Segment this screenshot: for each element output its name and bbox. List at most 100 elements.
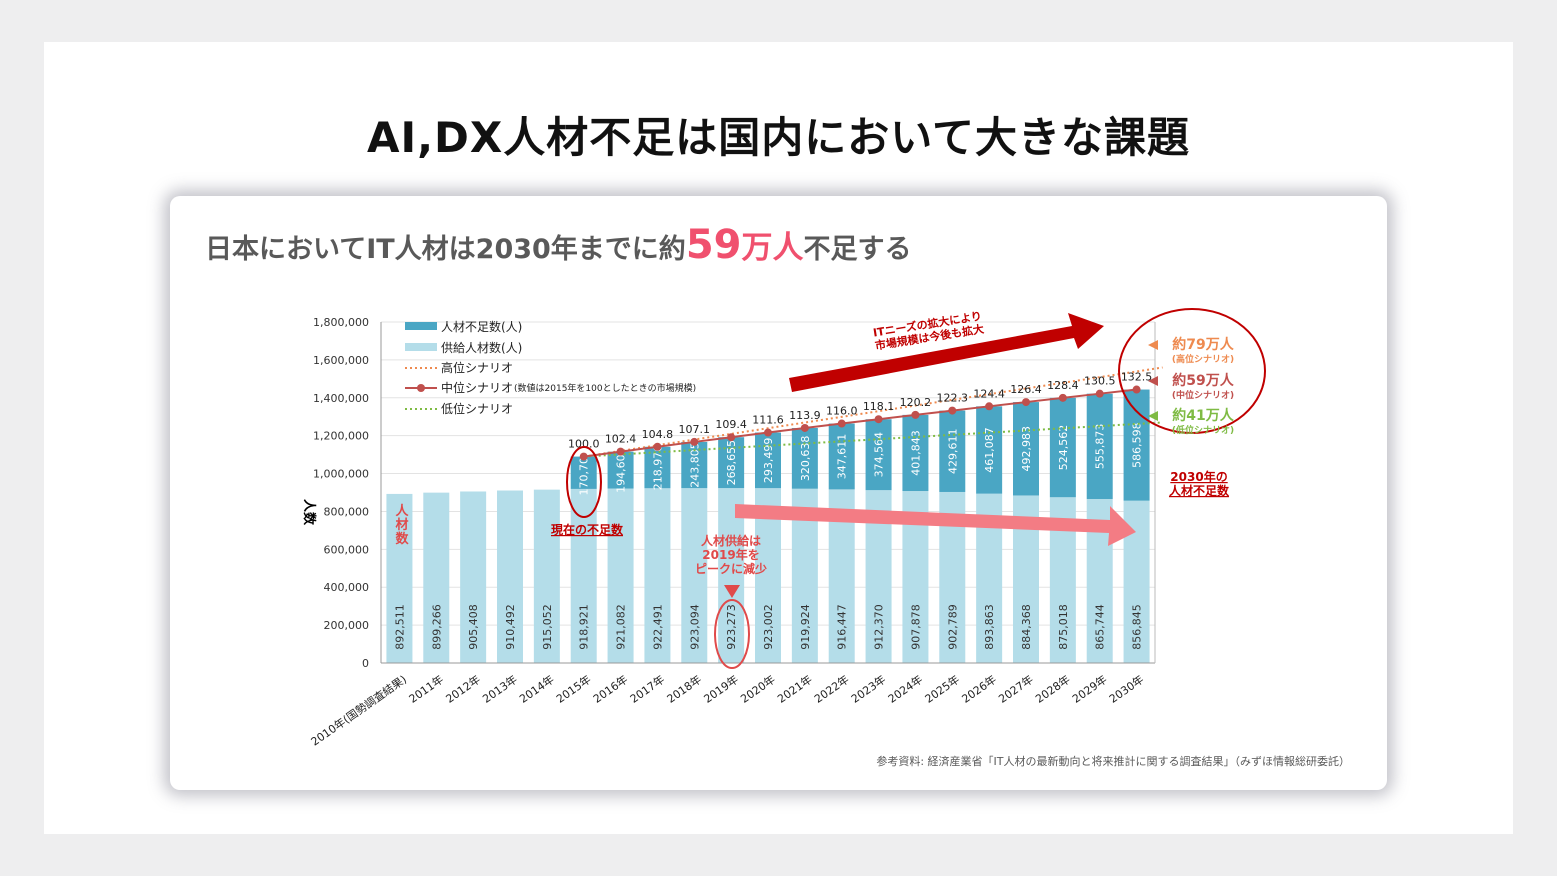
shortage-bar	[1049, 397, 1076, 498]
supply-peak-label: 2019年を	[702, 547, 759, 562]
y-tick-label: 1,000,000	[313, 468, 369, 481]
mid-scenario-point	[653, 442, 662, 451]
headline-prefix: 日本においてIT人材は2030年までに約	[205, 234, 686, 265]
supply-value-label: 921,082	[615, 604, 628, 650]
shortage-bar	[1086, 393, 1113, 499]
mid-scenario-index-label: 113.9	[789, 409, 821, 422]
supply-value-label: 923,273	[725, 604, 738, 650]
scenario-value: 約41万人	[1172, 407, 1234, 424]
mid-scenario-point	[727, 433, 736, 442]
x-tick-label: 2028年	[1033, 672, 1073, 706]
mid-scenario-index-label: 120.2	[900, 396, 932, 409]
mid-scenario-point	[837, 419, 846, 428]
y-tick-label: 1,200,000	[313, 430, 369, 443]
mid-scenario-point	[874, 415, 883, 424]
shortage-value-label: 243,805	[688, 442, 701, 488]
shortage-value-label: 429,611	[946, 429, 959, 475]
current-shortage-label: 現在の不足数	[551, 522, 624, 537]
shortage-value-label: 320,638	[799, 436, 812, 482]
mid-scenario-index-label: 118.1	[863, 400, 895, 413]
shortage-value-label: 268,655	[725, 440, 738, 486]
shortage-bar	[1123, 389, 1150, 501]
x-tick-label: 2019年	[701, 672, 741, 706]
supply-value-label: 875,018	[1057, 604, 1070, 650]
scenario-lines: 100.0 102.4 104.8 107.1 109.4 111.6 113.9 116.0…	[568, 366, 1163, 461]
mid-scenario-index-label: 109.4	[715, 418, 747, 431]
headline-suffix: 不足する	[803, 234, 912, 265]
y-tick-label: 200,000	[324, 619, 370, 632]
supply-peak-pointer	[724, 585, 740, 598]
scenario-sub: (高位シナリオ)	[1172, 353, 1234, 365]
mid-scenario-index-label: 102.4	[605, 433, 637, 446]
shortage-value-label: 461,087	[983, 427, 996, 473]
supply-value-label: 912,370	[873, 604, 886, 650]
low-scenario-line	[583, 421, 1163, 458]
x-tick-label: 2020年	[738, 672, 778, 706]
legend-swatch-shortage	[405, 322, 437, 330]
legend-label-shortage: 人材不足数(人)	[441, 319, 522, 334]
y-tick-label: 400,000	[324, 581, 370, 594]
y-tick-label: 600,000	[324, 543, 370, 556]
supply-value-label: 922,491	[651, 604, 664, 650]
x-tick-label: 2012年	[443, 672, 483, 706]
mid-scenario-point	[690, 437, 699, 446]
mid-scenario-point	[579, 452, 588, 461]
supply-bar	[386, 493, 413, 663]
source-note: 参考資料: 経済産業省「IT人材の最新動向と将来推計に関する調査結果」（みずほ情…	[876, 754, 1350, 768]
scenario-circle	[1118, 308, 1266, 434]
shortage-value-label: 218,976	[651, 445, 664, 491]
x-tick-label: 2018年	[664, 672, 704, 706]
shortage-value-label: 555,873	[1094, 424, 1107, 470]
supply-value-label: 892,511	[393, 604, 406, 650]
supply-bar	[423, 492, 450, 663]
x-tick-label: 2025年	[922, 672, 962, 706]
legend-label-high: 高位シナリオ	[441, 360, 513, 375]
supply-value-label: 919,924	[799, 604, 812, 650]
shortage-bar	[865, 419, 892, 491]
supply-value-label: 907,878	[909, 604, 922, 650]
x-tick-label: 2021年	[775, 672, 815, 706]
supply-value-label: 910,492	[504, 604, 517, 650]
legend-swatch-supply	[405, 343, 437, 351]
shortage-value-label: 374,564	[873, 432, 886, 478]
supply-value-label: 899,266	[430, 604, 443, 650]
bars: 892,511 899,266 905,408 910,492 915,052 918,9…	[386, 389, 1150, 663]
shortage-2030-label: 人材不足数	[1169, 483, 1230, 498]
legend-label-low: 低位シナリオ	[441, 401, 513, 416]
supply-bar	[460, 491, 487, 663]
shortage-value-label: 492,983	[1020, 426, 1033, 472]
mid-scenario-point	[800, 423, 809, 432]
supply-bar	[497, 490, 523, 663]
supply-value-label: 902,789	[946, 604, 959, 650]
scenario-sub: (低位シナリオ)	[1172, 424, 1234, 436]
x-tick-label: 2029年	[1069, 672, 1109, 706]
y-axis-label: 人数	[301, 499, 317, 526]
supply-peak-circle	[714, 599, 750, 669]
scenario-value: 約79万人	[1172, 336, 1234, 353]
x-tick-label: 2013年	[480, 672, 520, 706]
headline: 日本においてIT人材は2030年までに約59万人不足する	[205, 222, 911, 268]
mid-scenario-point	[985, 402, 994, 411]
supply-value-label: 893,863	[983, 604, 996, 650]
mid-scenario-point	[1132, 385, 1141, 394]
shortage-value-label: 347,611	[836, 434, 849, 480]
legend-label-mid: 中位シナリオ	[441, 380, 513, 395]
mid-scenario-point	[1058, 393, 1067, 402]
market-growth-arrow	[789, 313, 1104, 392]
shortage-value-label: 401,843	[909, 430, 922, 476]
legend-mid-note: (数値は2015年を100としたときの市場規模)	[514, 382, 696, 394]
mid-scenario-point	[764, 428, 772, 437]
mid-scenario-point	[1022, 398, 1030, 407]
scenario-pointer	[1148, 340, 1158, 350]
mid-scenario-index-label: 130.5	[1084, 375, 1116, 388]
shortage-2030-label: 2030年の	[1170, 469, 1227, 484]
legend-swatch-mid-marker	[417, 384, 425, 392]
shortage-bar	[902, 414, 929, 492]
y-tick-label: 0	[362, 657, 369, 670]
shortage-bar	[607, 451, 634, 489]
scenario-sub: (中位シナリオ)	[1172, 389, 1234, 401]
mid-scenario-index-label: 116.0	[826, 405, 858, 418]
shortage-bar	[828, 423, 855, 490]
